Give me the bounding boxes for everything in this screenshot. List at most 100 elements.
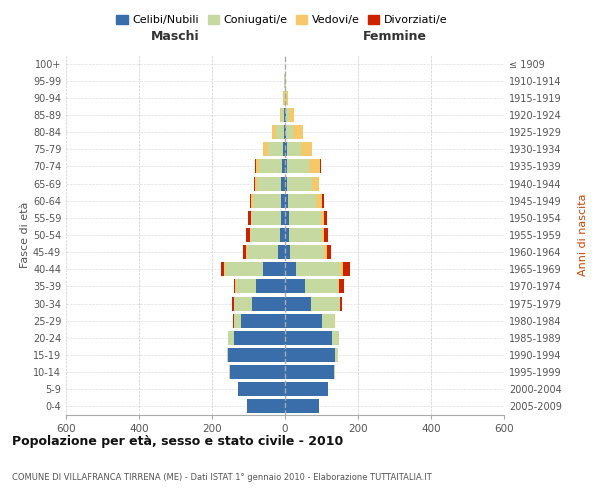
Bar <box>224 262 225 276</box>
Bar <box>285 125 286 139</box>
Bar <box>282 160 285 173</box>
Bar <box>293 125 302 139</box>
Bar <box>325 228 328 242</box>
Bar <box>285 400 319 413</box>
Bar <box>310 160 320 173</box>
Bar <box>284 125 285 139</box>
Bar <box>285 228 289 242</box>
Bar <box>287 176 311 190</box>
Bar <box>283 142 285 156</box>
Bar <box>334 365 335 379</box>
Legend: Celibi/Nubili, Coniugati/e, Vedovi/e, Divorziati/e: Celibi/Nubili, Coniugati/e, Vedovi/e, Di… <box>112 10 452 30</box>
Bar <box>305 280 338 293</box>
Bar <box>253 194 281 207</box>
Bar <box>229 348 285 362</box>
Bar <box>257 176 281 190</box>
Bar <box>268 142 283 156</box>
Bar <box>272 125 276 139</box>
Bar <box>285 280 305 293</box>
Bar <box>234 331 285 345</box>
Bar <box>285 108 286 122</box>
Bar <box>256 160 259 173</box>
Bar <box>285 382 328 396</box>
Text: Maschi: Maschi <box>151 30 200 43</box>
Bar <box>285 245 290 259</box>
Bar <box>280 108 281 122</box>
Bar <box>243 245 246 259</box>
Bar <box>247 245 278 259</box>
Bar <box>286 108 289 122</box>
Bar <box>311 296 340 310</box>
Bar <box>232 296 233 310</box>
Bar <box>281 211 285 225</box>
Bar <box>225 262 263 276</box>
Bar <box>301 142 311 156</box>
Bar <box>285 365 334 379</box>
Bar <box>324 245 327 259</box>
Bar <box>256 280 285 293</box>
Bar <box>311 176 319 190</box>
Bar <box>340 262 343 276</box>
Bar <box>230 365 285 379</box>
Bar <box>338 280 339 293</box>
Bar <box>280 228 285 242</box>
Bar <box>343 262 350 276</box>
Bar <box>286 125 293 139</box>
Bar <box>238 382 285 396</box>
Bar <box>234 314 241 328</box>
Text: COMUNE DI VILLAFRANCA TIRRENA (ME) - Dati ISTAT 1° gennaio 2010 - Elaborazione T: COMUNE DI VILLAFRANCA TIRRENA (ME) - Dat… <box>12 473 432 482</box>
Bar <box>278 245 285 259</box>
Bar <box>322 228 325 242</box>
Bar <box>246 245 247 259</box>
Y-axis label: Anni di nascita: Anni di nascita <box>578 194 589 276</box>
Bar <box>248 211 251 225</box>
Bar <box>227 348 229 362</box>
Bar <box>285 176 287 190</box>
Bar <box>284 108 285 122</box>
Bar <box>289 228 322 242</box>
Bar <box>322 194 323 207</box>
Bar <box>285 160 287 173</box>
Bar <box>285 296 311 310</box>
Bar <box>285 348 335 362</box>
Bar <box>281 176 285 190</box>
Bar <box>285 211 289 225</box>
Bar <box>250 194 251 207</box>
Bar <box>285 314 322 328</box>
Bar <box>289 108 294 122</box>
Bar <box>339 280 344 293</box>
Bar <box>259 160 282 173</box>
Bar <box>236 280 256 293</box>
Bar <box>221 262 224 276</box>
Bar <box>229 365 230 379</box>
Bar <box>263 142 268 156</box>
Bar <box>285 331 332 345</box>
Bar <box>246 228 250 242</box>
Bar <box>285 194 288 207</box>
Bar <box>276 125 284 139</box>
Bar <box>287 142 301 156</box>
Bar <box>290 245 324 259</box>
Text: Popolazione per età, sesso e stato civile - 2010: Popolazione per età, sesso e stato civil… <box>12 435 343 448</box>
Bar <box>255 176 257 190</box>
Bar <box>332 331 339 345</box>
Text: Femmine: Femmine <box>362 30 427 43</box>
Bar <box>288 194 316 207</box>
Bar <box>234 296 252 310</box>
Bar <box>250 228 280 242</box>
Bar <box>340 296 343 310</box>
Bar <box>286 91 288 105</box>
Bar <box>281 108 284 122</box>
Bar <box>322 314 334 328</box>
Bar <box>252 296 285 310</box>
Bar <box>233 280 235 293</box>
Bar <box>335 348 338 362</box>
Bar <box>289 211 321 225</box>
Bar <box>283 91 284 105</box>
Bar <box>229 331 234 345</box>
Bar <box>327 245 331 259</box>
Bar <box>251 194 253 207</box>
Bar <box>321 211 325 225</box>
Bar <box>281 194 285 207</box>
Bar <box>241 314 285 328</box>
